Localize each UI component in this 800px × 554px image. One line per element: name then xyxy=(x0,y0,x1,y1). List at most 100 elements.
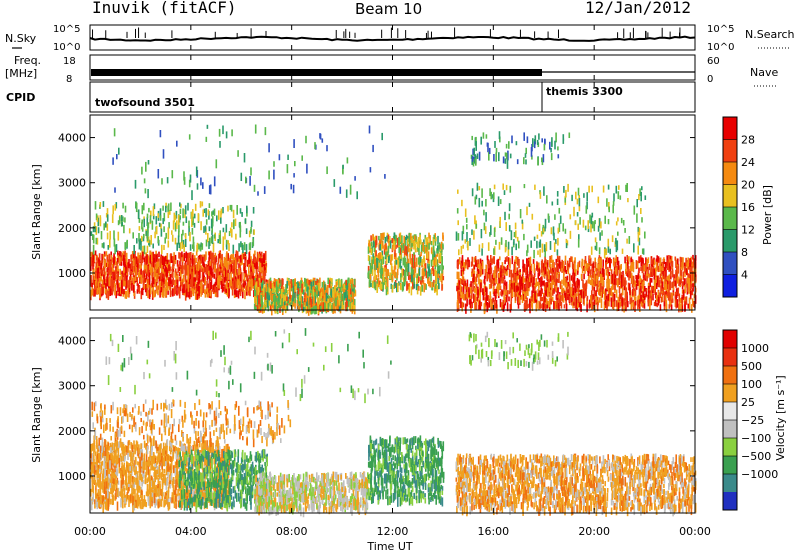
scatter-mark xyxy=(689,258,691,267)
scatter-mark xyxy=(178,286,181,294)
scatter-mark xyxy=(147,279,150,288)
scatter-mark xyxy=(603,291,606,300)
scatter-mark xyxy=(488,283,491,290)
scatter-mark xyxy=(245,270,247,278)
scatter-mark xyxy=(540,231,543,237)
scatter-mark xyxy=(168,222,170,229)
scatter-mark xyxy=(614,279,616,285)
scatter-mark xyxy=(107,268,109,276)
scatter-mark xyxy=(488,260,490,268)
scatter-mark xyxy=(119,251,121,259)
scatter-mark xyxy=(256,267,258,275)
scatter-mark xyxy=(462,280,465,289)
scatter-mark xyxy=(605,288,607,296)
scatter-mark xyxy=(406,281,408,291)
scatter-mark xyxy=(686,282,688,292)
scatter-mark xyxy=(637,245,639,255)
nave-label: Nave xyxy=(750,66,778,79)
scatter-mark xyxy=(189,244,192,251)
scatter-mark xyxy=(191,219,193,228)
scatter-mark xyxy=(635,260,638,270)
scatter-mark xyxy=(105,290,108,299)
scatter-mark xyxy=(340,278,343,288)
scatter-mark xyxy=(473,265,476,270)
scatter-mark xyxy=(427,271,429,282)
scatter-mark xyxy=(498,277,500,285)
scatter-mark xyxy=(166,253,169,260)
scatter-mark xyxy=(249,242,252,251)
scatter-mark xyxy=(631,258,633,264)
scatter-mark xyxy=(346,301,348,307)
scatter-mark xyxy=(514,263,517,273)
scatter-mark xyxy=(244,218,247,224)
scatter-mark xyxy=(140,258,143,266)
scatter-mark xyxy=(103,267,105,275)
scatter-mark xyxy=(620,274,623,284)
scatter-mark xyxy=(411,274,413,282)
scatter-mark xyxy=(93,275,96,280)
scatter-mark xyxy=(477,263,479,269)
scatter-mark xyxy=(310,296,312,302)
scatter-mark xyxy=(166,269,168,277)
scatter-mark xyxy=(690,256,693,263)
scatter-mark xyxy=(513,282,516,292)
scatter-mark xyxy=(587,220,589,229)
scatter-mark xyxy=(425,284,427,290)
scatter-mark xyxy=(581,268,584,274)
scatter-mark xyxy=(294,278,296,287)
scatter-mark xyxy=(690,282,692,289)
scatter-mark xyxy=(517,274,519,280)
scatter-mark xyxy=(230,264,232,272)
scatter-mark xyxy=(327,303,330,310)
scatter-mark xyxy=(184,262,186,271)
scatter-mark xyxy=(264,250,267,261)
scatter-mark xyxy=(155,216,158,225)
scatter-mark xyxy=(251,270,254,280)
scatter-mark xyxy=(575,282,577,291)
scatter-mark xyxy=(278,293,281,303)
scatter-mark xyxy=(274,294,276,303)
scatter-mark xyxy=(536,300,538,309)
scatter-mark xyxy=(367,265,370,274)
scatter-mark xyxy=(320,291,323,299)
scatter-mark xyxy=(386,268,389,279)
scatter-mark xyxy=(494,288,496,295)
scatter-mark xyxy=(168,277,170,287)
scatter-mark xyxy=(258,261,261,272)
scatter-mark xyxy=(675,269,677,277)
scatter-mark xyxy=(118,256,121,264)
scatter-mark xyxy=(130,254,132,263)
scatter-mark xyxy=(679,297,682,304)
scatter-mark xyxy=(231,265,234,274)
scatter-mark xyxy=(263,285,265,295)
scatter-mark xyxy=(692,258,695,268)
scatter-mark xyxy=(530,263,533,272)
scatter-mark xyxy=(552,259,554,269)
scatter-mark xyxy=(456,299,459,307)
scatter-mark xyxy=(313,282,316,289)
scatter-mark xyxy=(529,264,531,270)
scatter-mark xyxy=(268,300,271,306)
scatter-mark xyxy=(100,231,103,240)
scatter-mark xyxy=(368,279,371,288)
scatter-mark xyxy=(568,284,571,294)
scatter-mark xyxy=(411,259,414,269)
scatter-mark xyxy=(597,289,600,295)
scatter-mark xyxy=(266,286,269,297)
scatter-mark xyxy=(391,275,393,282)
scatter-mark xyxy=(516,285,518,293)
scatter-mark xyxy=(412,235,414,240)
scatter-mark xyxy=(655,261,658,272)
scatter-mark xyxy=(94,201,97,210)
scatter-mark xyxy=(152,243,154,249)
scatter-mark xyxy=(437,273,440,279)
scatter-mark xyxy=(575,280,578,287)
scatter-mark xyxy=(259,262,262,273)
scatter-mark xyxy=(179,208,182,215)
scatter-mark xyxy=(157,266,159,276)
scatter-mark xyxy=(202,284,205,294)
scatter-mark xyxy=(94,266,97,274)
scatter-mark xyxy=(665,281,668,291)
scatter-mark xyxy=(598,281,601,287)
scatter-mark xyxy=(174,268,177,273)
